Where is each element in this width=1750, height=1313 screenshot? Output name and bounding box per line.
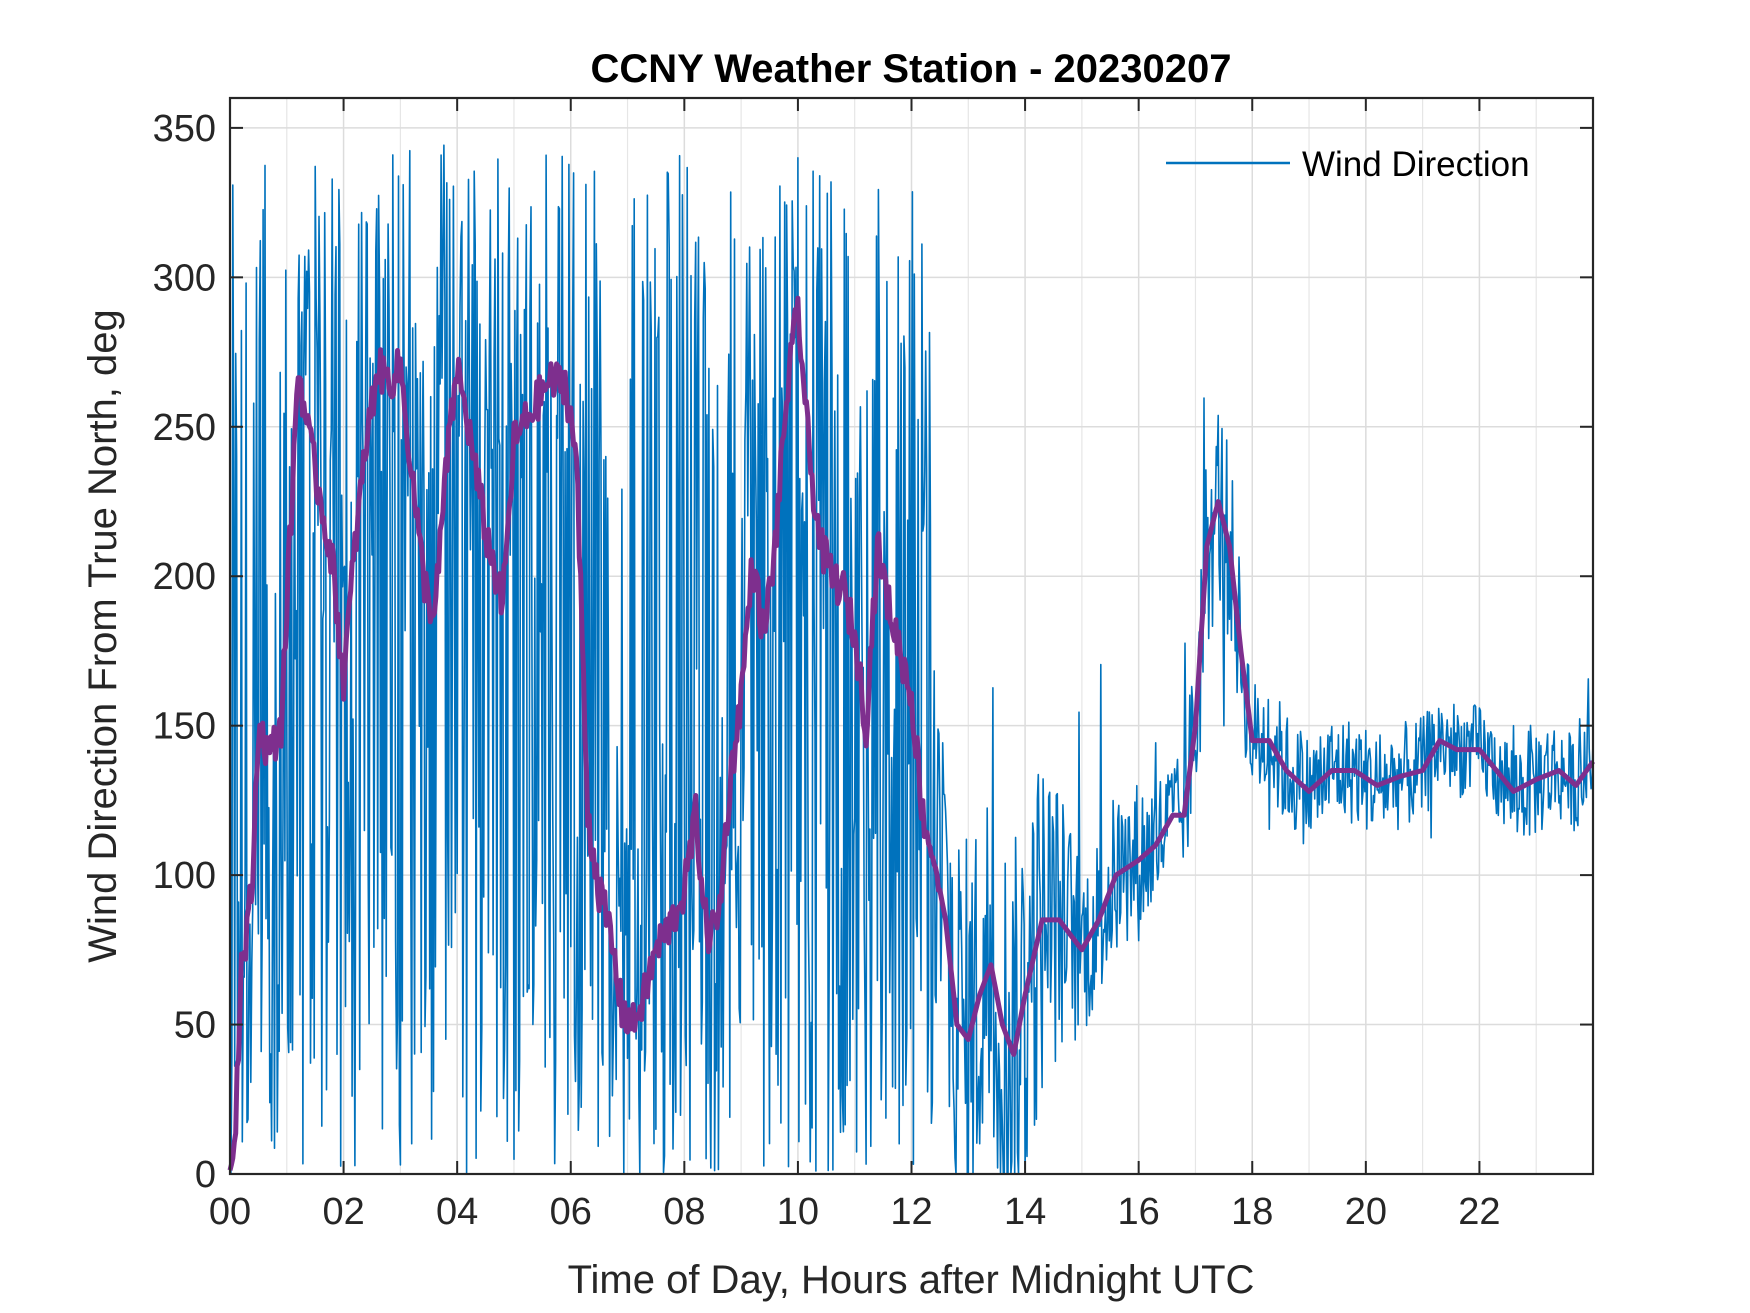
wind-direction-raw-series: [229, 144, 1594, 1175]
x-tick-label: 16: [1118, 1191, 1160, 1233]
x-tick-label: 00: [209, 1191, 251, 1233]
x-tick-label: 18: [1231, 1191, 1273, 1233]
legend-label: Wind Direction: [1302, 145, 1530, 184]
x-tick-label: 22: [1458, 1191, 1500, 1233]
y-tick-label: 100: [153, 855, 216, 897]
y-tick-label: 350: [153, 108, 216, 150]
wind-direction-line: [229, 144, 1594, 1175]
x-tick-label: 02: [322, 1191, 364, 1233]
x-tick-labels: 00 02 04 06 08 10 12 14 16 18 20 22: [209, 1191, 1501, 1233]
axes: [228, 96, 1595, 1176]
y-tick-label: 200: [153, 556, 216, 598]
chart-title: CCNY Weather Station - 20230207: [591, 47, 1232, 91]
y-tick-label: 150: [153, 706, 216, 748]
x-axis-label: Time of Day, Hours after Midnight UTC: [568, 1258, 1255, 1302]
x-tick-label: 20: [1345, 1191, 1387, 1233]
legend: Wind Direction: [1166, 145, 1530, 184]
x-tick-label: 12: [890, 1191, 932, 1233]
y-tick-label: 0: [195, 1154, 216, 1196]
y-tick-label: 250: [153, 407, 216, 449]
running-mean-line: [227, 295, 1596, 1171]
y-tick-label: 50: [174, 1005, 216, 1047]
y-tick-label: 300: [153, 257, 216, 299]
y-axis-label: Wind Direction From True North, deg: [81, 309, 125, 963]
x-tick-label: 06: [550, 1191, 592, 1233]
x-tick-label: 14: [1004, 1191, 1046, 1233]
x-tick-label: 10: [777, 1191, 819, 1233]
x-tick-label: 04: [436, 1191, 478, 1233]
y-tick-labels: 0 50 100 150 200 250 300 350: [153, 108, 216, 1196]
x-tick-label: 08: [663, 1191, 705, 1233]
wind-direction-mean-series: [227, 295, 1596, 1171]
